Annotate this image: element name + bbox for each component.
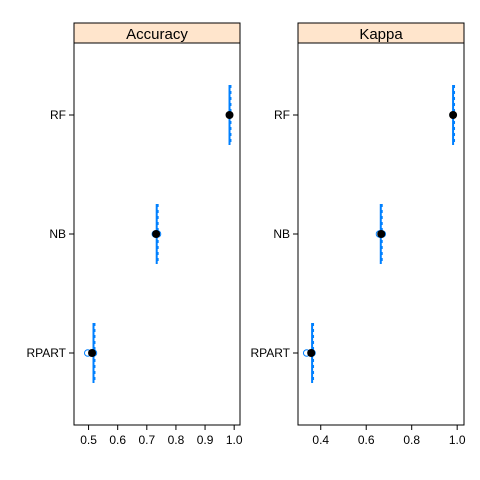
x-label-kappa-1: 0.6 [358, 433, 375, 447]
y-label-accuracy-rpart: RPART [26, 346, 66, 360]
strip-title-kappa: Kappa [359, 26, 403, 43]
x-label-accuracy-5: 1.0 [226, 433, 243, 447]
median-point-accuracy-rf [225, 111, 234, 119]
y-label-kappa-nb: NB [273, 227, 290, 241]
x-label-kappa-2: 0.8 [403, 433, 420, 447]
x-label-accuracy-3: 0.8 [168, 433, 185, 447]
y-label-accuracy-nb: NB [49, 227, 66, 241]
x-label-accuracy-1: 0.6 [109, 433, 126, 447]
y-label-kappa-rf: RF [274, 108, 290, 122]
x-label-kappa-0: 0.4 [312, 433, 329, 447]
y-label-accuracy-rf: RF [50, 108, 66, 122]
median-point-accuracy-rpart [88, 349, 97, 357]
x-label-accuracy-0: 0.5 [80, 433, 97, 447]
median-point-accuracy-nb [152, 230, 161, 238]
x-label-accuracy-4: 0.9 [197, 433, 214, 447]
median-point-kappa-rpart [307, 349, 316, 357]
x-label-kappa-3: 1.0 [449, 433, 466, 447]
x-label-accuracy-2: 0.7 [138, 433, 155, 447]
strip-title-accuracy: Accuracy [126, 26, 188, 43]
median-point-kappa-nb [377, 230, 386, 238]
y-label-kappa-rpart: RPART [250, 346, 290, 360]
median-point-kappa-rf [449, 111, 458, 119]
